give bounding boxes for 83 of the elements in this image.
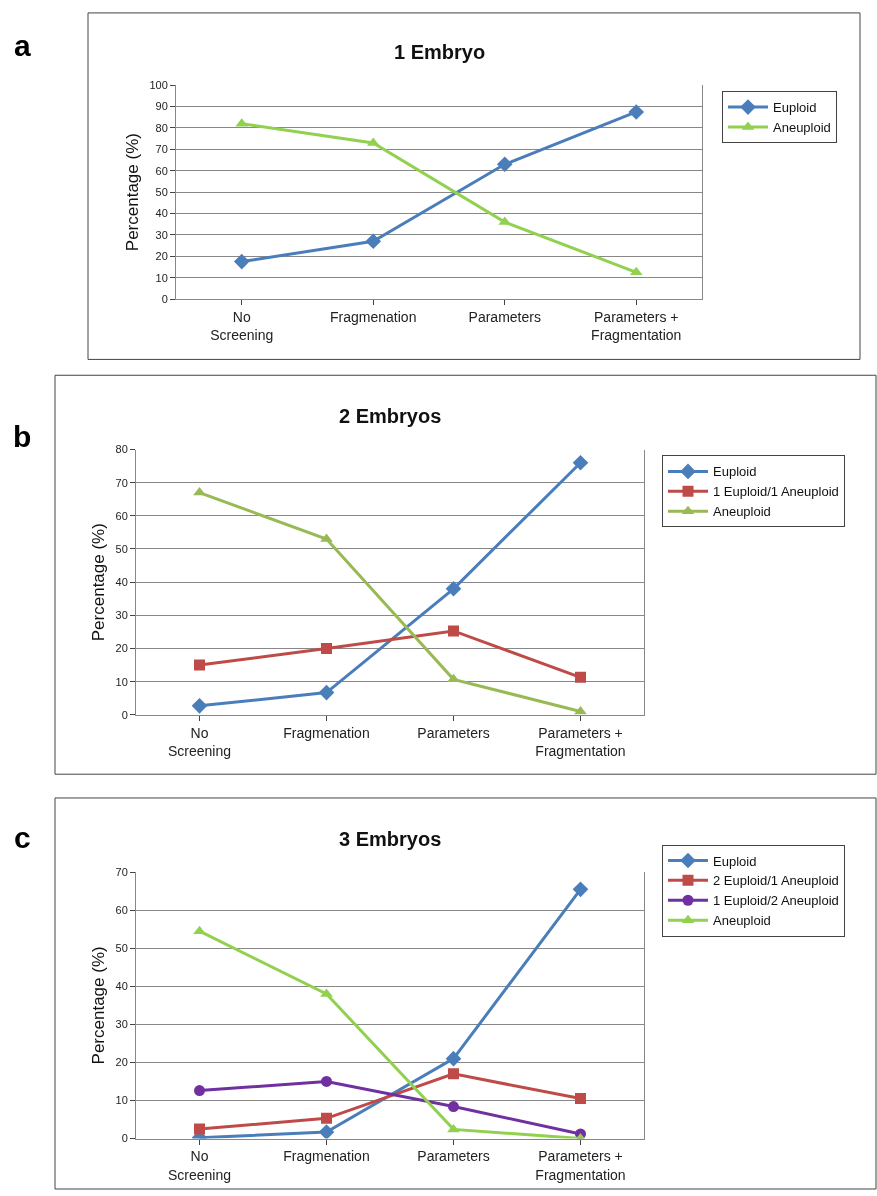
y-tick-label: 0: [121, 708, 128, 721]
y-tick-label: 60: [115, 509, 128, 522]
point: [629, 266, 643, 276]
point: [194, 1123, 205, 1135]
point: [318, 1124, 335, 1139]
legend-label: 1 Euploid/1 Aneuploid: [713, 484, 839, 500]
y-tick-label: 70: [115, 866, 128, 879]
x-tick-label: Parameters: [468, 308, 541, 325]
point: [448, 625, 459, 637]
point: [194, 659, 205, 671]
point: [572, 881, 589, 898]
text: c: [14, 821, 31, 854]
point: [365, 233, 382, 250]
y-tick-label: 40: [115, 980, 128, 993]
y-tick-label: 30: [115, 1018, 128, 1031]
x-tick-label: Fragmenation: [283, 724, 370, 741]
legend-label: Aneuploid: [773, 120, 831, 136]
y-axis-title: Percentage (%): [122, 133, 142, 252]
x-tick-label: Parameters + Fragmentation: [591, 308, 682, 344]
y-tick-label: 20: [155, 250, 168, 263]
point: [575, 1093, 586, 1105]
point: [447, 1123, 460, 1133]
legend-label: 1 Euploid/2 Aneuploid: [713, 893, 839, 909]
y-axis-title: Percentage (%): [89, 523, 109, 642]
text: b: [13, 420, 32, 453]
point: [321, 642, 332, 654]
y-tick-label: 30: [115, 609, 128, 622]
point: [448, 1068, 459, 1080]
x-tick-label: Parameters + Fragmentation: [535, 724, 626, 759]
point: [321, 1075, 332, 1087]
point: [321, 1112, 332, 1124]
x-tick-label: Parameters + Fragmentation: [535, 1148, 626, 1183]
y-tick-label: 0: [161, 292, 168, 305]
y-tick-label: 80: [155, 121, 168, 134]
point: [194, 1085, 205, 1097]
legend-label: 2 Euploid/1 Aneuploid: [713, 873, 839, 889]
x-tick-label: Fragmenation: [330, 308, 417, 325]
legend-label: Euploid: [713, 853, 757, 869]
y-tick-label: 60: [115, 904, 128, 917]
point: [318, 684, 335, 701]
y-tick-label: 90: [155, 100, 168, 113]
y-tick-label: 30: [155, 228, 168, 241]
y-tick-label: 50: [115, 542, 128, 555]
x-tick-label: No Screening: [167, 724, 232, 759]
point: [445, 1050, 462, 1067]
point: [575, 671, 586, 683]
legend-label: Aneuploid: [713, 913, 771, 929]
y-tick-label: 70: [115, 476, 128, 489]
point: [572, 454, 589, 471]
y-tick-label: 20: [115, 642, 128, 655]
legend-label: Euploid: [773, 100, 817, 116]
y-tick-label: 10: [155, 271, 168, 284]
y-tick-label: 50: [155, 185, 168, 198]
y-axis-title: Percentage (%): [89, 946, 109, 1065]
chart-title: 1 Embryo: [394, 41, 486, 63]
y-tick-label: 100: [149, 79, 168, 92]
y-tick-label: 10: [115, 675, 128, 688]
y-tick-label: 50: [115, 942, 128, 955]
chart-title: 2 Embryos: [339, 405, 442, 427]
point: [628, 104, 645, 120]
chart-title: 3 Embryos: [339, 828, 442, 850]
y-tick-label: 60: [155, 164, 168, 177]
x-tick-label: No Screening: [167, 1148, 232, 1183]
point: [574, 705, 587, 715]
text: a: [14, 29, 31, 62]
y-tick-label: 40: [155, 207, 168, 220]
x-tick-label: Fragmenation: [283, 1148, 370, 1165]
point: [496, 156, 513, 173]
y-tick-label: 70: [155, 143, 168, 156]
y-tick-label: 20: [115, 1056, 128, 1069]
y-tick-label: 10: [115, 1094, 128, 1107]
y-tick-label: 0: [121, 1132, 128, 1145]
y-tick-label: 80: [115, 443, 128, 456]
point: [233, 253, 250, 270]
y-tick-label: 40: [115, 576, 128, 589]
legend-label: Aneuploid: [713, 504, 771, 520]
x-tick-label: No Screening: [210, 308, 274, 344]
point: [191, 698, 208, 714]
x-tick-label: Parameters: [417, 1148, 490, 1165]
legend-label: Euploid: [713, 464, 757, 480]
x-tick-label: Parameters: [417, 724, 490, 741]
point: [445, 580, 462, 597]
point: [448, 1101, 459, 1113]
